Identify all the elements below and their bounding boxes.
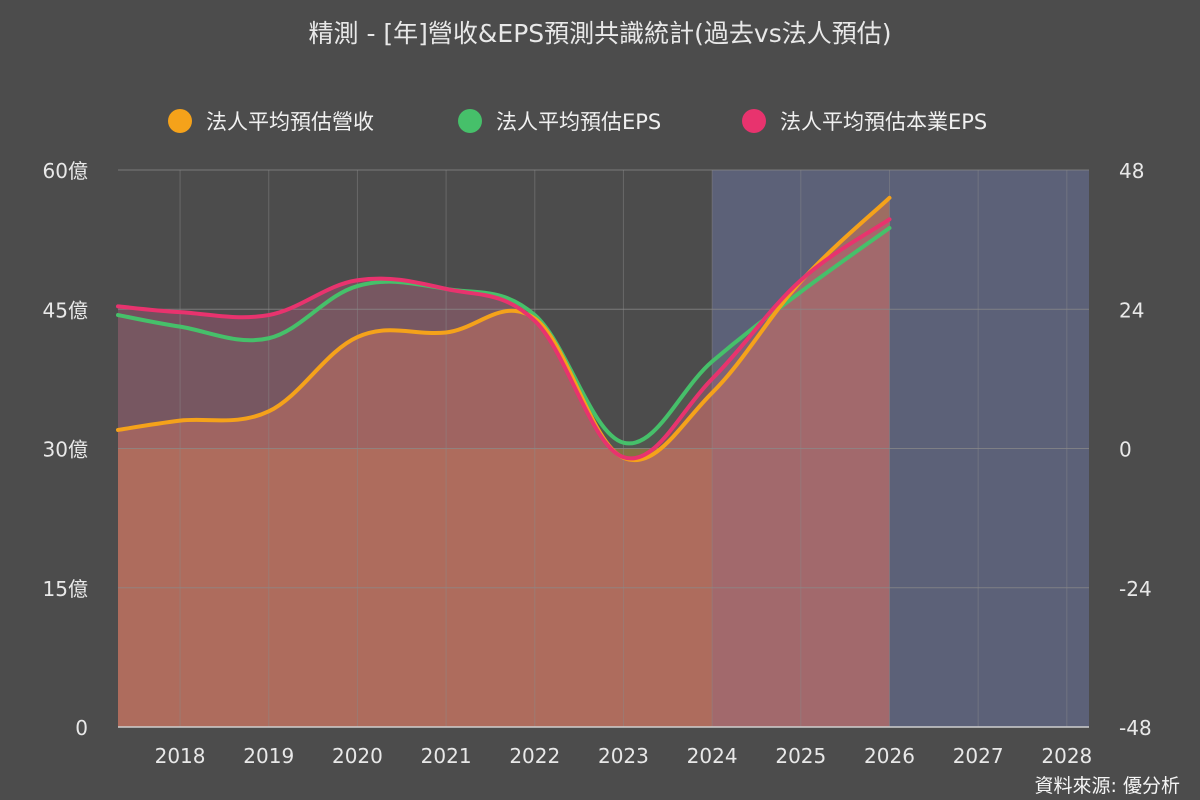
x-tick-label: 2024 [687,744,738,768]
legend-dot-eps-icon [458,109,482,133]
y-left-tick-label: 60億 [43,159,88,183]
y-right-tick-label: 0 [1119,438,1132,462]
legend-item-revenue[interactable]: 法人平均預估營收 [168,104,374,138]
legend-label-core-eps: 法人平均預估本業EPS [780,110,988,134]
legend-item-core-eps[interactable]: 法人平均預估本業EPS [742,104,987,138]
area-revenue [118,197,890,728]
chart-legend: 法人平均預估營收 法人平均預估EPS 法人平均預估本業EPS [0,104,1200,138]
legend-dot-core-eps-icon [742,109,766,133]
x-tick-label: 2027 [953,744,1004,768]
y-right-tick-label: 48 [1119,159,1144,183]
x-tick-label: 2028 [1041,744,1092,768]
y-right-tick-label: -24 [1119,577,1152,601]
x-tick-label: 2023 [598,744,649,768]
x-tick-label: 2019 [243,744,294,768]
y-right-tick-label: -48 [1119,716,1152,740]
y-right-tick-label: 24 [1119,298,1144,322]
y-left-tick-label: 15億 [43,577,88,601]
area-core_eps [118,219,890,728]
area-eps [118,228,890,728]
legend-dot-revenue-icon [168,109,192,133]
legend-item-eps[interactable]: 法人平均預估EPS [458,104,661,138]
y-left-tick-label: 30億 [43,438,88,462]
x-tick-label: 2020 [332,744,383,768]
x-tick-label: 2026 [864,744,915,768]
x-tick-label: 2021 [421,744,472,768]
chart-title: 精測 - [年]營收&EPS預測共識統計(過去vs法人預估) [308,19,892,48]
x-tick-label: 2022 [509,744,560,768]
x-tick-label: 2018 [155,744,206,768]
x-tick-label: 2025 [775,744,826,768]
source-note: 資料來源: 優分析 [1034,775,1180,797]
legend-label-eps: 法人平均預估EPS [496,110,662,134]
series-line-core_eps [116,217,892,461]
legend-label-revenue: 法人平均預估營收 [206,110,374,134]
y-left-tick-label: 45億 [43,298,88,322]
y-left-tick-label: 0 [75,716,88,740]
